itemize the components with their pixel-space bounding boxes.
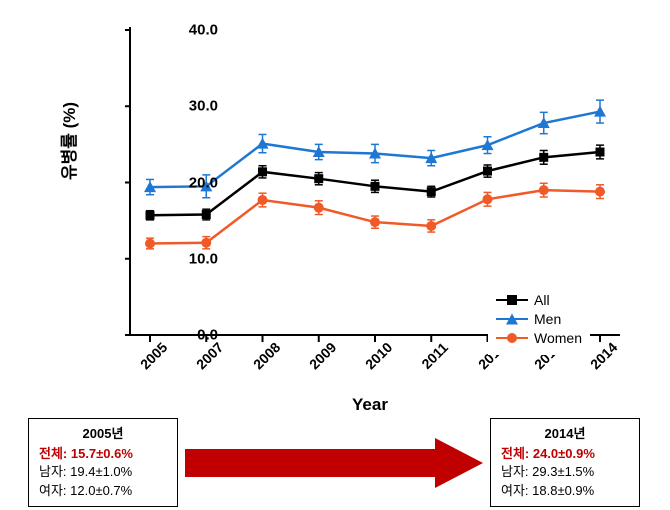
legend-label-men: Men [534,311,561,327]
triangle-marker-icon [506,314,518,325]
stat-left-total: 전체: 15.7±0.6% [39,445,167,463]
legend-item-men: Men [496,311,582,327]
stat-left-women: 여자: 12.0±0.7% [39,482,167,500]
stat-right-women: 여자: 18.8±0.9% [501,482,629,500]
chart-container: 유병률 (%) 0.010.020.030.040.0 200520072008… [50,10,650,380]
stat-box-right: 2014년 전체: 24.0±0.9% 남자: 29.3±1.5% 여자: 18… [490,418,640,507]
y-tick-label: 20.0 [189,174,218,191]
stat-box-left: 2005년 전체: 15.7±0.6% 남자: 19.4±1.0% 여자: 12… [28,418,178,507]
legend: All Men Women [488,283,590,355]
square-marker-icon [507,295,517,305]
stat-right-year: 2014년 [501,425,629,443]
legend-label-all: All [534,292,550,308]
legend-item-women: Women [496,330,582,346]
y-tick-label: 10.0 [189,250,218,267]
y-tick-label: 40.0 [189,22,218,39]
stat-right-men: 남자: 29.3±1.5% [501,463,629,481]
y-axis-label: 유병률 (%) [55,102,80,180]
legend-label-women: Women [534,330,582,346]
legend-item-all: All [496,292,582,308]
stat-left-men: 남자: 19.4±1.0% [39,463,167,481]
stat-left-year: 2005년 [39,425,167,443]
stat-right-total: 전체: 24.0±0.9% [501,445,629,463]
y-tick-label: 30.0 [189,98,218,115]
circle-marker-icon [507,333,518,344]
arrow-icon [185,438,483,488]
